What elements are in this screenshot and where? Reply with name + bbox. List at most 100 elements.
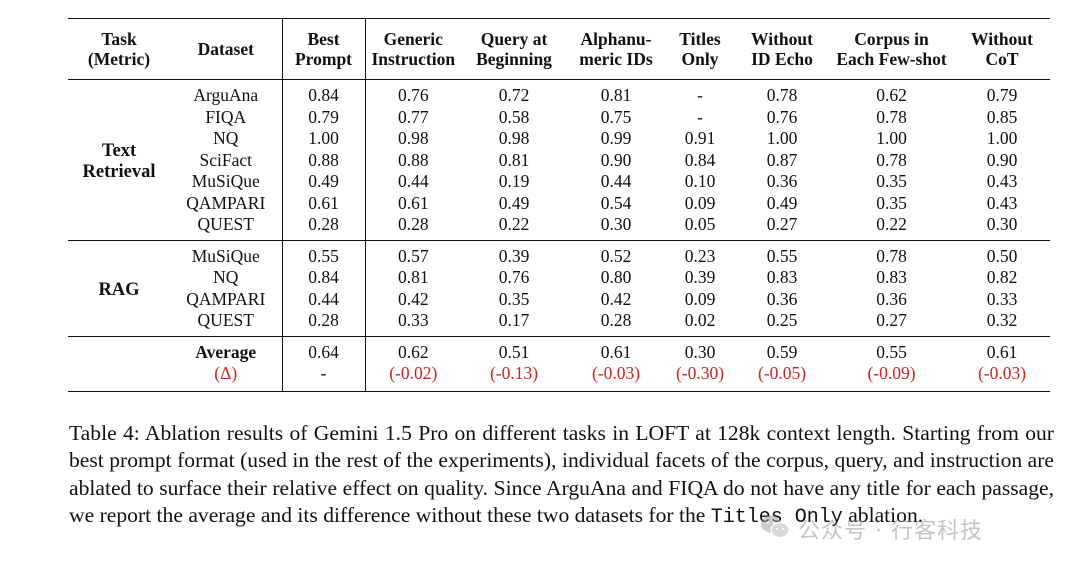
value-cell: 0.88	[282, 149, 366, 171]
value-cell: 0.33	[397, 310, 429, 330]
column-header: Best Prompt	[282, 18, 366, 80]
column-header-line: Task	[101, 29, 137, 49]
delta-label: (Δ)	[170, 363, 283, 391]
dataset-cell: FIQA	[170, 106, 283, 128]
dataset-cell: QUEST	[170, 310, 283, 336]
average-value: 0.61	[600, 341, 632, 362]
value-cell: 0.91	[684, 128, 716, 148]
ablation-results-table: Task (Metric) Dataset Best Prompt Generic Inst…	[68, 18, 1050, 392]
value-cell: 0.61	[282, 192, 366, 214]
dataset-cell: NQ	[170, 267, 283, 289]
dataset-cell: ArguAna	[170, 79, 283, 107]
average-group: Average 0.64 0.62 0.51 0.61 0.30 0.59 0.55 0.61(…	[68, 336, 1050, 391]
value-cell: 0.82	[986, 267, 1018, 287]
table-row: QAMPARI 0.44 0.42 0.35 0.42 0.09 0.36 0.36 0.33	[68, 288, 1050, 310]
value-cell: 0.98	[397, 128, 429, 148]
column-header-line: Alphanu-	[580, 29, 652, 49]
task-group: Text Retrieval ArguAna 0.84 0.76 0.72 0.81-0.7…	[68, 79, 1050, 240]
value-cell: -	[697, 106, 703, 127]
column-header-line: Beginning	[476, 48, 552, 69]
delta-value: (-0.09)	[867, 363, 916, 383]
average-value: 0.62	[397, 341, 429, 362]
value-cell: 0.52	[600, 245, 632, 266]
value-cell: 0.35	[876, 171, 907, 191]
column-header-line: Instruction	[371, 48, 456, 69]
dataset-cell: MuSiQue	[170, 171, 283, 193]
empty-cell	[68, 336, 170, 363]
value-cell: 0.33	[986, 288, 1018, 309]
average-value: 0.55	[876, 341, 907, 362]
column-header: Alphanu-meric IDs	[567, 19, 665, 80]
column-header-line: Without	[971, 29, 1033, 49]
column-header: Without CoT	[954, 19, 1050, 80]
table-row: RAG MuSiQue 0.55 0.57 0.39 0.52 0.23 0.55 0.78 0.…	[68, 240, 1050, 300]
value-cell: 0.98	[498, 128, 530, 148]
caption-code-titles-only: Titles Only	[710, 505, 843, 529]
column-header-line: (Metric)	[87, 48, 151, 69]
value-cell: 0.83	[876, 267, 907, 287]
value-cell: 0.22	[876, 214, 907, 234]
task-label-line: RAG	[98, 279, 140, 300]
dataset-cell: NQ	[170, 128, 283, 150]
column-header-line: Each Few-shot	[836, 48, 947, 69]
value-cell: 1.00	[986, 128, 1018, 148]
value-cell: 1.00	[282, 128, 366, 150]
value-cell: 0.84	[282, 79, 366, 107]
value-cell: 0.79	[282, 106, 366, 128]
average-value: 0.51	[498, 341, 530, 362]
table-row: NQ 1.00 0.98 0.98 0.99 0.91 1.00 1.00 1.00	[68, 128, 1050, 150]
value-cell: 0.81	[600, 85, 632, 105]
column-header-line: ID Echo	[751, 48, 813, 69]
value-cell: 0.28	[282, 214, 366, 240]
task-label-line: Retrieval	[82, 162, 156, 183]
column-header: Generic Instruction	[365, 19, 461, 80]
value-cell: 0.35	[498, 288, 530, 309]
delta-value: (-0.05)	[757, 363, 807, 383]
empty-cell	[68, 363, 170, 391]
value-cell: 0.05	[684, 214, 716, 234]
dataset-cell: SciFact	[170, 149, 283, 171]
caption-text-end: ablation.	[842, 502, 924, 527]
value-cell: 0.83	[766, 267, 798, 287]
value-cell: 0.39	[498, 245, 530, 266]
column-header-line: Dataset	[197, 38, 254, 59]
column-header: Titles Only	[665, 19, 735, 80]
table-row: Text Retrieval ArguAna 0.84 0.76 0.72 0.81-0.7…	[68, 79, 1050, 182]
column-header-line: Corpus in	[854, 29, 929, 49]
value-cell: 0.39	[684, 267, 716, 287]
value-cell: 0.55	[282, 240, 366, 267]
value-cell: 0.76	[766, 106, 798, 127]
value-cell: 0.17	[498, 310, 530, 330]
header-row: Task (Metric) Dataset Best Prompt Generic Inst…	[68, 18, 1050, 80]
column-header-line: meric IDs	[579, 48, 653, 69]
table-row: NQ 0.84 0.81 0.76 0.80 0.39 0.83 0.83 0.82	[68, 267, 1050, 289]
value-cell: 0.43	[986, 192, 1018, 213]
average-row: Average 0.64 0.62 0.51 0.61 0.30 0.59 0.55 0.61	[68, 336, 1050, 363]
value-cell: 1.00	[766, 128, 798, 148]
value-cell: 0.27	[766, 214, 798, 234]
value-cell: 0.22	[498, 214, 530, 234]
value-cell: 0.25	[766, 310, 798, 330]
column-header-line: Only	[681, 48, 719, 69]
value-cell: 0.09	[684, 192, 716, 213]
dataset-cell: QUEST	[170, 214, 283, 240]
value-cell: 0.49	[282, 171, 366, 193]
column-header: Without ID Echo	[735, 19, 829, 80]
table-row: MuSiQue 0.49 0.44 0.19 0.44 0.10 0.36 0.35 0.43	[68, 171, 1050, 193]
caption-text: Table 4: Ablation results of Gemini 1.5 …	[69, 421, 1054, 527]
value-cell: 0.85	[986, 106, 1018, 127]
value-cell: 0.32	[986, 310, 1018, 330]
column-header-line: Best	[307, 29, 340, 49]
delta-value: (-0.03)	[977, 363, 1027, 383]
value-cell: 0.44	[282, 288, 366, 310]
table-header: Task (Metric) Dataset Best Prompt Generic Inst…	[68, 18, 1050, 80]
average-label: Average	[170, 336, 283, 363]
value-cell: 0.87	[766, 149, 798, 170]
value-cell: 1.00	[876, 128, 907, 148]
value-cell: 0.44	[600, 171, 632, 191]
value-cell: 0.42	[600, 288, 632, 309]
dataset-cell: QAMPARI	[170, 288, 283, 310]
delta-row: (Δ) - (-0.02) (-0.13) (-0.03) (-0.30) (-0.05) (…	[68, 363, 1050, 391]
delta-value: (-0.30)	[675, 363, 725, 383]
table-row: QAMPARI 0.61 0.61 0.49 0.54 0.09 0.49 0.35 0.43	[68, 192, 1050, 214]
